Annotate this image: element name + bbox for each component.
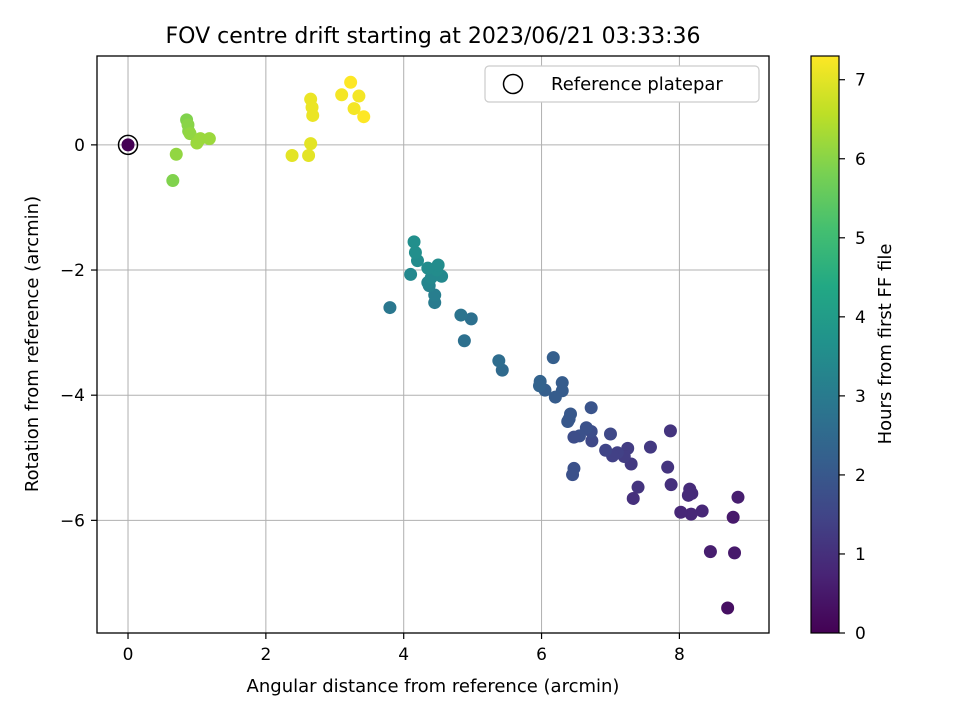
data-point [561,414,575,428]
plot-background [97,56,769,633]
data-point [183,127,197,141]
colorbar-tick-label: 5 [855,229,866,249]
data-point [352,89,366,103]
data-point [585,434,599,448]
colorbar: 0 1 2 3 4 5 6 7 Hours from first FF file [810,55,896,644]
data-point [703,545,717,559]
colorbar-tick-label: 6 [855,150,866,170]
y-tick-label: −2 [60,261,85,281]
data-point [285,149,299,163]
legend-entry-reference-platepar: Reference platepar [551,74,723,95]
data-point [664,478,678,492]
data-point [454,308,468,322]
plot-area [96,55,770,634]
data-point [603,427,617,441]
x-axis: 0 2 4 6 8 [123,633,685,665]
data-point [407,235,421,249]
plot-frame [96,55,770,634]
data-point [674,505,688,519]
data-point [566,468,580,482]
colorbar-tick-label: 0 [855,624,866,644]
x-tick-label: 8 [674,645,685,665]
data-point [457,334,471,348]
data-point [626,491,640,505]
x-axis-label: Angular distance from reference (arcmin) [247,676,620,697]
data-point [492,354,506,368]
data-point [631,480,645,494]
legend: Reference platepar [484,65,760,103]
y-tick-label: 0 [74,136,85,156]
colorbar-label: Hours from first FF file [875,244,896,445]
data-point [584,401,598,415]
data-point [567,430,581,444]
data-point [357,110,371,124]
data-point [643,440,657,454]
colorbar-frame [810,55,840,634]
data-point [302,149,316,163]
data-point [404,267,418,281]
data-point [335,88,349,102]
data-point [202,132,216,146]
grid-lines [97,56,769,633]
chart-title: FOV centre drift starting at 2023/06/21 … [166,24,701,49]
colorbar-tick-label: 1 [855,545,866,565]
colorbar-tick-label: 4 [855,308,866,328]
colorbar-tick-label: 2 [855,466,866,486]
data-point [681,488,695,502]
data-point [684,507,698,521]
reference-point-ring [117,134,139,156]
colorbar-tick-label: 7 [855,71,866,91]
data-point [726,510,740,524]
data-point [599,443,613,457]
data-point [383,301,397,315]
y-axis-label: Rotation from reference (arcmin) [22,196,43,492]
reference-point [121,138,135,152]
data-point [731,490,745,504]
data-point [306,108,320,122]
data-point [431,258,445,272]
data-point [344,75,358,89]
data-point [421,261,435,275]
y-tick-label: −4 [60,386,85,406]
legend-reference-marker-icon [502,73,524,95]
y-axis: 0 −2 −4 −6 [60,136,97,531]
data-point [728,546,742,560]
data-point [193,132,207,146]
reference-marker-layer [117,134,139,156]
data-point [721,601,735,615]
data-point [661,460,675,474]
x-tick-label: 2 [260,645,271,665]
data-point [166,174,180,188]
data-point [548,390,562,404]
y-tick-label: −6 [60,511,85,531]
data-point [304,137,318,151]
colorbar-tick-label: 3 [855,387,866,407]
data-point [428,288,442,302]
data-point [663,424,677,438]
colorbar-gradient [811,56,839,633]
data-point [464,312,478,326]
x-tick-label: 6 [536,645,547,665]
data-point [695,504,709,518]
data-point [408,246,422,260]
data-points [166,75,745,615]
colorbar-ticks: 0 1 2 3 4 5 6 7 [839,71,866,644]
data-point [532,379,546,393]
data-point [169,147,183,161]
x-tick-label: 4 [398,645,409,665]
data-point [347,102,361,116]
data-point [546,351,560,365]
legend-box [484,65,760,103]
x-tick-label: 0 [123,645,134,665]
